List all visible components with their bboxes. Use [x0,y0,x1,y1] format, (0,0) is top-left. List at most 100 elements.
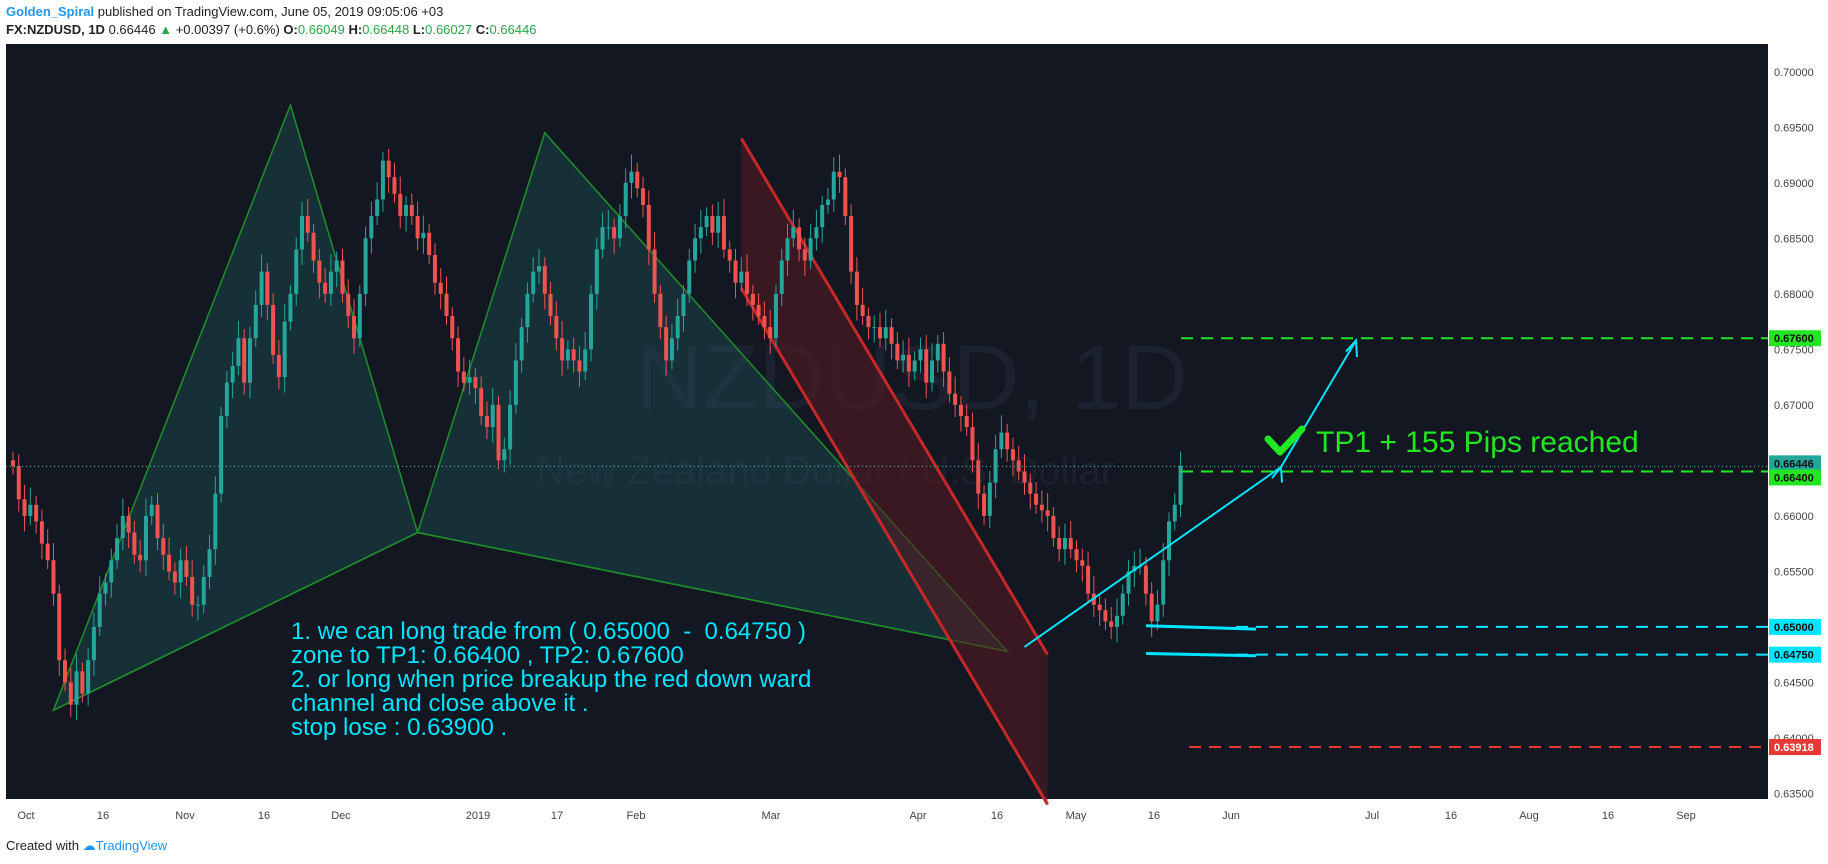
candle-body[interactable] [1167,521,1171,561]
candle-body[interactable] [849,216,854,272]
candle-body[interactable] [45,543,50,561]
candle-body[interactable] [878,327,882,339]
candle-body[interactable] [999,432,1004,450]
candle-body[interactable] [311,232,316,261]
candle-body[interactable] [698,227,703,239]
candle-body[interactable] [617,216,622,239]
candle-body[interactable] [484,415,489,428]
candle-body[interactable] [652,249,657,294]
candle-body[interactable] [398,193,403,217]
candle-body[interactable] [51,560,56,594]
candle-body[interactable] [103,582,108,594]
candle-body[interactable] [1143,565,1148,594]
candle-body[interactable] [392,177,397,194]
candle-body[interactable] [536,266,541,272]
candle-body[interactable] [854,271,859,305]
candle-body[interactable] [1039,504,1044,511]
candle-body[interactable] [912,360,917,372]
candle-body[interactable] [91,626,96,661]
candle-body[interactable] [1005,432,1010,450]
candle-body[interactable] [1178,465,1183,505]
candle-body[interactable] [565,349,570,361]
candle-body[interactable] [629,171,634,183]
candle-body[interactable] [1097,604,1102,611]
candle-body[interactable] [242,338,247,383]
candle-body[interactable] [334,260,339,272]
candle-body[interactable] [687,260,692,294]
candle-body[interactable] [120,515,125,539]
candle-body[interactable] [785,238,790,261]
candle-body[interactable] [970,427,975,461]
candle-body[interactable] [1062,538,1067,550]
candle-body[interactable] [467,377,472,383]
candle-body[interactable] [577,360,582,372]
candle-body[interactable] [219,415,224,494]
chart-area[interactable]: NZDUSD, 1D New Zealand Dollar / U.S. Dol… [6,44,1822,834]
candle-body[interactable] [837,171,842,178]
candle-body[interactable] [132,532,137,555]
candle-body[interactable] [872,327,877,329]
candle-body[interactable] [178,560,183,583]
candle-body[interactable] [496,404,501,461]
candle-body[interactable] [1109,621,1114,627]
candle-body[interactable] [161,538,166,555]
candle-body[interactable] [201,576,206,605]
candle-body[interactable] [1103,610,1108,622]
candle-body[interactable] [167,554,172,572]
candle-body[interactable] [317,260,322,283]
candle-body[interactable] [1080,560,1085,566]
candle-body[interactable] [39,521,44,544]
candle-body[interactable] [739,271,744,283]
candle-body[interactable] [195,604,200,606]
candle-body[interactable] [1172,504,1177,522]
candle-body[interactable] [409,204,414,217]
candle-body[interactable] [34,504,39,522]
candle-body[interactable] [721,216,726,250]
candle-body[interactable] [294,249,299,294]
candle-body[interactable] [930,360,935,383]
candle-body[interactable] [490,404,495,428]
channel-lower-line[interactable] [739,287,1049,806]
candle-body[interactable] [1045,510,1050,516]
candle-body[interactable] [508,404,513,450]
candle-body[interactable] [207,549,212,577]
candle-body[interactable] [247,338,252,383]
tradingview-logo-icon[interactable]: ☁ [82,838,96,853]
candle-body[interactable] [28,504,33,516]
candle-body[interactable] [831,171,836,200]
candle-body[interactable] [115,538,120,561]
candle-body[interactable] [808,238,813,261]
candle-body[interactable] [444,293,449,317]
pattern-xb-leg[interactable] [53,531,418,711]
candle-body[interactable] [386,160,391,178]
candle-body[interactable] [895,343,900,361]
candle-body[interactable] [554,316,559,339]
candle-body[interactable] [1034,493,1039,505]
candle-body[interactable] [704,216,709,228]
candle-body[interactable] [727,249,732,261]
candle-body[interactable] [1132,565,1137,572]
candle-body[interactable] [635,171,640,189]
candle-body[interactable] [288,293,293,322]
candle-body[interactable] [1086,565,1091,594]
candle-body[interactable] [519,327,524,361]
candle-body[interactable] [733,260,738,283]
candle-body[interactable] [236,338,241,366]
candle-body[interactable] [762,316,767,328]
candle-body[interactable] [473,377,478,389]
candle-body[interactable] [502,449,507,461]
candle-body[interactable] [924,349,929,383]
candle-body[interactable] [1022,471,1027,483]
candle-body[interactable] [375,199,380,217]
candle-body[interactable] [941,343,946,372]
candle-body[interactable] [560,338,565,361]
candle-body[interactable] [456,338,461,372]
price-chart[interactable]: NZDUSD, 1D New Zealand Dollar / U.S. Dol… [6,44,1822,834]
candle-body[interactable] [126,515,131,533]
channel-upper-line[interactable] [739,137,1049,656]
candle-body[interactable] [213,493,218,550]
candle-body[interactable] [11,460,15,466]
candle-body[interactable] [675,316,680,339]
candle-body[interactable] [802,249,807,261]
candle-body[interactable] [583,349,588,372]
